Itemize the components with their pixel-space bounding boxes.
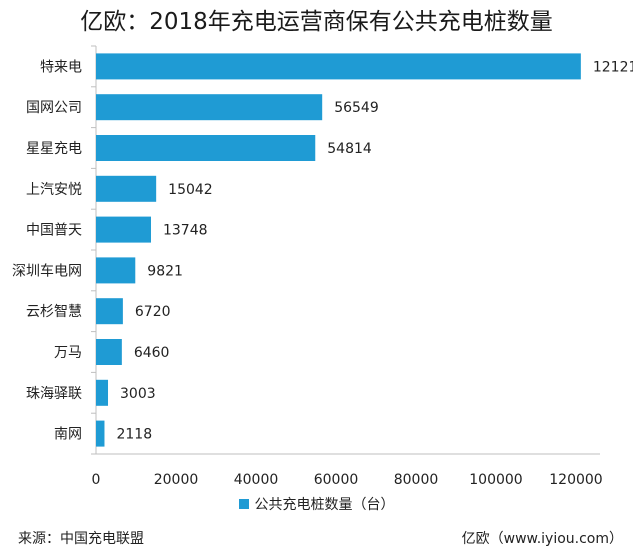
data-label: 9821: [147, 263, 183, 279]
bar: [96, 94, 323, 121]
bar: [96, 175, 157, 202]
category-label: 珠海驿联: [26, 386, 82, 402]
x-tick-label: 80000: [394, 472, 439, 488]
data-label: 13748: [163, 223, 208, 239]
legend-label: 公共充电桩数量（台）: [254, 497, 395, 513]
bar: [96, 379, 109, 406]
publisher-credit: 亿欧（www.iyiou.com）: [461, 531, 623, 547]
legend: 公共充电桩数量（台）: [0, 494, 633, 514]
legend-swatch: [238, 499, 249, 509]
chart-title: 亿欧：2018年充电运营商保有公共充电桩数量: [80, 9, 553, 35]
bar: [96, 339, 122, 365]
x-tick-label: 120000: [549, 472, 602, 488]
category-label: 万马: [54, 345, 82, 361]
x-tick-label: 40000: [234, 472, 279, 488]
bar-chart: 特来电 121212 国网公司 56549 星星充电 54814 上汽安悦 15042 中国普天…: [12, 45, 633, 488]
bar: [96, 53, 581, 80]
category-label: 中国普天: [26, 223, 82, 239]
data-label: 56549: [334, 100, 379, 116]
bar: [96, 298, 123, 325]
source-note: 来源：中国充电联盟: [18, 531, 144, 547]
bar: [96, 420, 105, 447]
data-label: 6720: [135, 304, 171, 320]
bar: [96, 216, 151, 243]
x-tick-label: 0: [92, 472, 101, 488]
data-label: 15042: [168, 182, 213, 198]
x-tick-label: 20000: [154, 472, 199, 488]
data-label: 121212: [593, 59, 633, 75]
bar: [96, 257, 136, 284]
data-label: 6460: [134, 345, 170, 361]
data-label: 54814: [327, 141, 372, 157]
data-label: 3003: [120, 386, 156, 402]
category-label: 上汽安悦: [26, 182, 82, 198]
x-tick-label: 60000: [314, 472, 359, 488]
category-label: 国网公司: [26, 100, 82, 116]
category-label: 深圳车电网: [12, 262, 82, 279]
bar: [96, 135, 316, 161]
data-label: 2118: [116, 427, 152, 443]
category-label: 星星充电: [26, 141, 82, 157]
category-label: 特来电: [40, 59, 82, 75]
category-label: 云杉智慧: [26, 304, 82, 320]
category-label: 南网: [54, 427, 82, 443]
x-tick-label: 100000: [469, 472, 522, 488]
